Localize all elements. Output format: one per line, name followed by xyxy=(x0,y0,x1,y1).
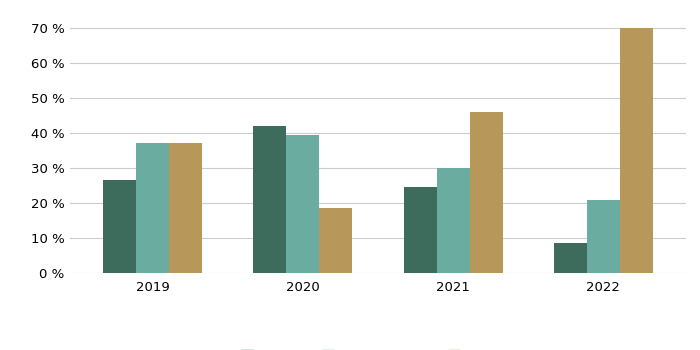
Bar xyxy=(437,168,470,273)
Bar xyxy=(136,144,169,273)
Bar xyxy=(620,28,653,273)
Bar xyxy=(103,180,136,273)
Bar xyxy=(286,135,319,273)
Bar xyxy=(169,144,202,273)
Bar xyxy=(319,208,353,273)
Bar xyxy=(587,199,620,273)
Bar xyxy=(403,187,437,273)
Bar xyxy=(554,243,587,273)
Legend: <18 000, 18 000 – 35 500, >35 500: <18 000, 18 000 – 35 500, >35 500 xyxy=(237,344,519,350)
Bar xyxy=(470,112,503,273)
Bar xyxy=(253,126,286,273)
